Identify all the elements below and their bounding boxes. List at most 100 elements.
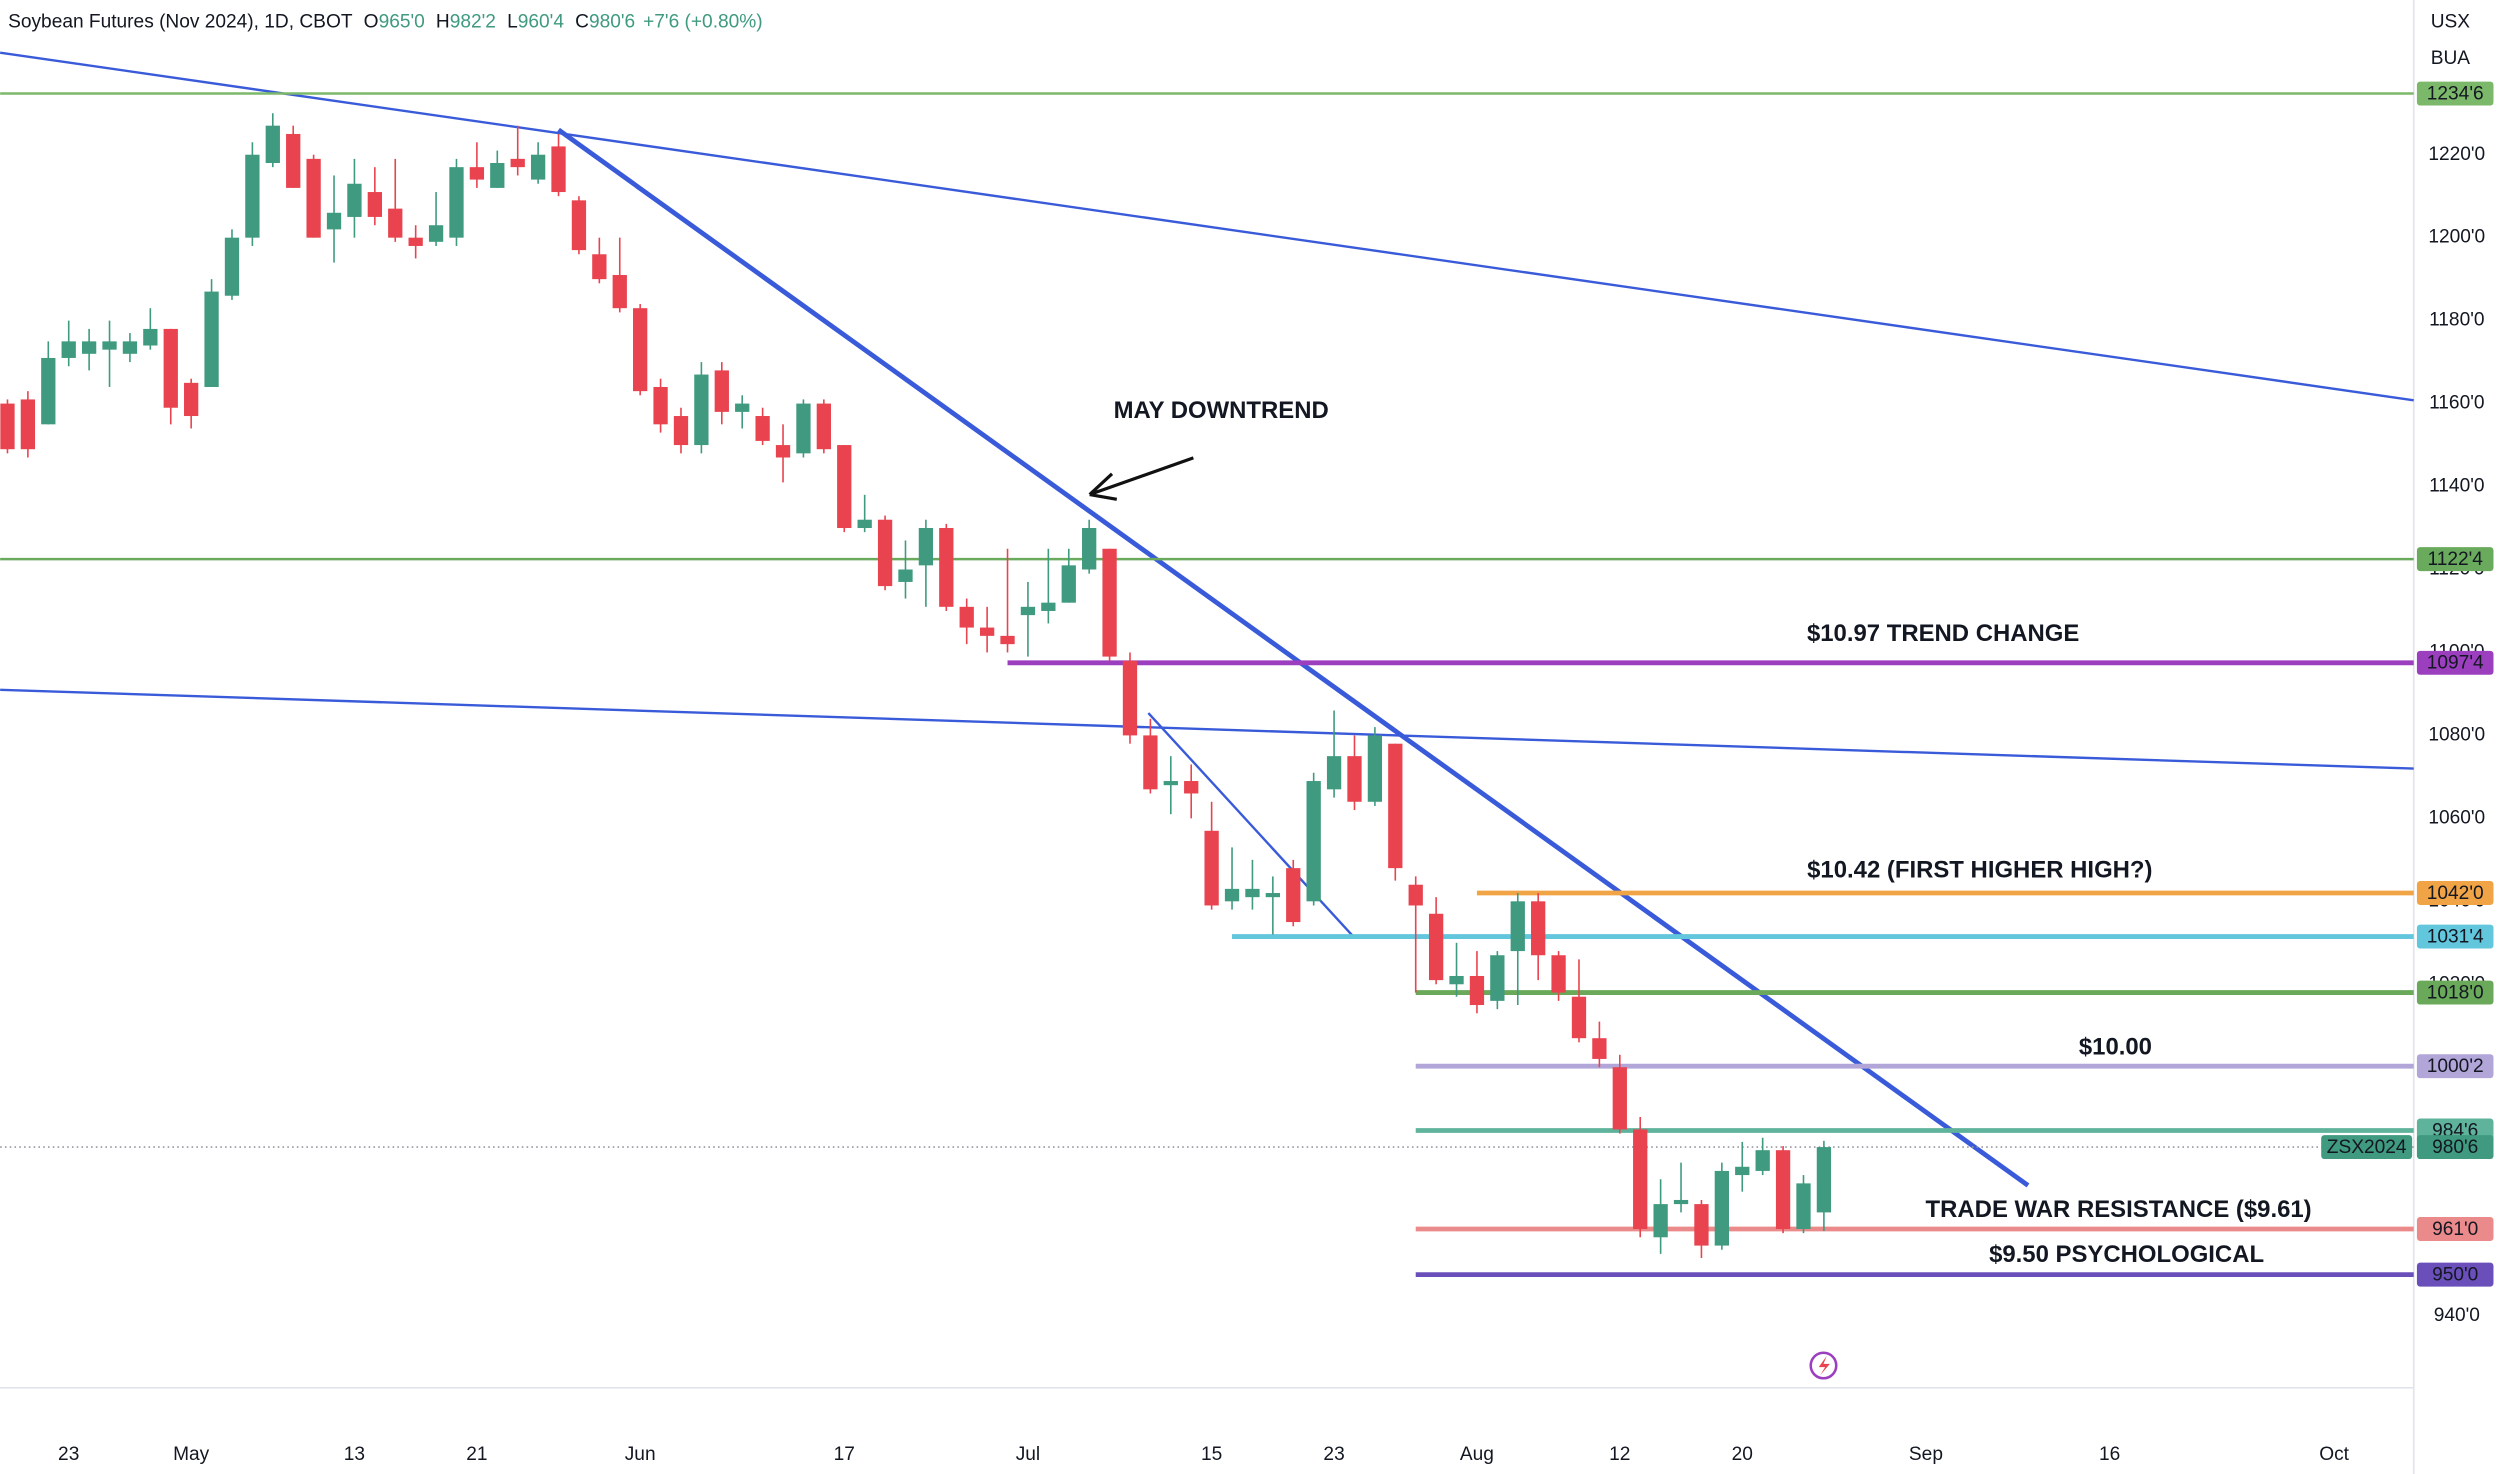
level-tag-label: 950'0 bbox=[2432, 1264, 2478, 1285]
candle-body bbox=[1367, 735, 1383, 802]
candle-body bbox=[388, 208, 403, 238]
price-tag bbox=[2416, 1135, 2494, 1160]
level-tag-label: 1122'4 bbox=[2427, 549, 2483, 570]
ohlc-key: H bbox=[436, 11, 450, 32]
candle-body bbox=[1816, 1147, 1832, 1213]
candle-body bbox=[490, 163, 505, 188]
candle-body bbox=[979, 627, 995, 636]
candle-body bbox=[1775, 1150, 1791, 1229]
candle-body bbox=[530, 154, 546, 180]
symbol-tag-label: ZSX2024 bbox=[2327, 1137, 2407, 1158]
candle-body bbox=[1755, 1150, 1770, 1171]
level-tag-label: 961'0 bbox=[2432, 1219, 2478, 1240]
y-tick-label: 1200'0 bbox=[2428, 227, 2485, 248]
candle-body bbox=[1122, 660, 1138, 736]
header: Soybean Futures (Nov 2024), 1D, CBOT O965… bbox=[8, 11, 763, 32]
candle-body bbox=[1428, 913, 1444, 981]
y-tick-label: 1160'0 bbox=[2429, 393, 2484, 414]
candle-body bbox=[204, 291, 219, 387]
x-tick-label: 20 bbox=[1732, 1444, 1753, 1465]
arrow bbox=[1088, 456, 1194, 501]
level-tag-label: 1031'4 bbox=[2427, 926, 2484, 947]
level-tag-label: 1018'0 bbox=[2427, 982, 2484, 1003]
level-tag-label: 1042'0 bbox=[2427, 883, 2484, 904]
plot bbox=[0, 51, 2414, 1278]
x-tick-label: 13 bbox=[344, 1444, 365, 1465]
candle-body bbox=[1102, 548, 1117, 657]
candle-body bbox=[1449, 975, 1464, 985]
candle-body bbox=[816, 403, 831, 450]
annotation: $10.42 (FIRST HIGHER HIGH?) bbox=[1807, 856, 2152, 883]
y-tick-label: 1180'0 bbox=[2429, 310, 2484, 331]
level-tag-label: 1234'6 bbox=[2427, 83, 2484, 104]
level-tag bbox=[2416, 547, 2494, 572]
candle-body bbox=[1612, 1067, 1627, 1130]
candle-body bbox=[449, 167, 464, 238]
symbol-tag bbox=[2321, 1135, 2413, 1160]
alert-icon[interactable] bbox=[1809, 1351, 1838, 1380]
candle-body bbox=[1673, 1199, 1689, 1205]
y-tick-label: 1060'0 bbox=[2428, 807, 2485, 828]
unit: BUA bbox=[2431, 48, 2471, 69]
annotation: TRADE WAR RESISTANCE ($9.61) bbox=[1926, 1196, 2312, 1223]
x-tick-label: May bbox=[173, 1444, 210, 1465]
candle-body bbox=[20, 399, 36, 450]
candle-body bbox=[1245, 888, 1260, 898]
candle-body bbox=[673, 416, 689, 446]
candle-body bbox=[326, 212, 342, 230]
candle-body bbox=[265, 125, 280, 164]
candle-body bbox=[735, 403, 750, 412]
y-tick-label: 1220'0 bbox=[2428, 144, 2485, 165]
candle-body bbox=[81, 341, 97, 354]
level-tag bbox=[2416, 980, 2494, 1005]
candle-body bbox=[1490, 955, 1505, 1001]
annotation: $10.97 TREND CHANGE bbox=[1807, 620, 2079, 647]
x-tick-label: Sep bbox=[1909, 1444, 1943, 1465]
currency: USX bbox=[2431, 11, 2471, 32]
candle-body bbox=[1571, 996, 1587, 1039]
annotation: $9.50 PSYCHOLOGICAL bbox=[1989, 1241, 2264, 1268]
candle-body bbox=[1531, 901, 1546, 956]
candle-body bbox=[775, 445, 791, 458]
change: +7'6 (+0.80%) bbox=[643, 11, 763, 32]
level-tag bbox=[2416, 1262, 2494, 1287]
level-tag bbox=[2416, 81, 2494, 106]
candle-body bbox=[1592, 1038, 1607, 1059]
candle-body bbox=[408, 237, 423, 246]
x-tick-label: 23 bbox=[58, 1444, 79, 1465]
candle-body bbox=[306, 158, 321, 238]
candle-body bbox=[918, 528, 934, 566]
candle-body bbox=[714, 370, 729, 412]
candle-body bbox=[1143, 735, 1158, 790]
candle-body bbox=[898, 569, 913, 582]
candle-body bbox=[1204, 830, 1219, 906]
candle-body bbox=[612, 274, 627, 309]
candle-body bbox=[1286, 868, 1301, 923]
ohlc-value: 965'0 bbox=[379, 11, 425, 32]
candle-body bbox=[1306, 781, 1321, 902]
x-tick-label: 17 bbox=[834, 1444, 855, 1465]
candle-body bbox=[469, 167, 485, 180]
level-tag bbox=[2416, 650, 2494, 675]
candle-body bbox=[1041, 602, 1056, 611]
y-tick-label: 940'0 bbox=[2434, 1305, 2480, 1326]
candle-body bbox=[1020, 606, 1036, 616]
candle-body bbox=[163, 328, 178, 408]
x-tick-label: Oct bbox=[2319, 1444, 2349, 1465]
candle-body bbox=[1082, 528, 1097, 570]
candle-body bbox=[0, 403, 15, 450]
candle-body bbox=[122, 341, 138, 354]
ohlc-key: C bbox=[575, 11, 589, 32]
annotation: MAY DOWNTREND bbox=[1114, 397, 1329, 424]
candle-body bbox=[837, 445, 852, 529]
candle-body bbox=[755, 416, 770, 441]
y-tick-label: 1140'0 bbox=[2429, 476, 2484, 497]
candle-body bbox=[1796, 1183, 1811, 1229]
x-tick-label: 21 bbox=[466, 1444, 487, 1465]
x-tick-label: 23 bbox=[1323, 1444, 1344, 1465]
candle-body bbox=[286, 133, 301, 188]
candle-body bbox=[939, 528, 954, 607]
candle-body bbox=[1653, 1204, 1668, 1238]
level-tag bbox=[2416, 1054, 2494, 1079]
candle-body bbox=[1714, 1170, 1729, 1246]
